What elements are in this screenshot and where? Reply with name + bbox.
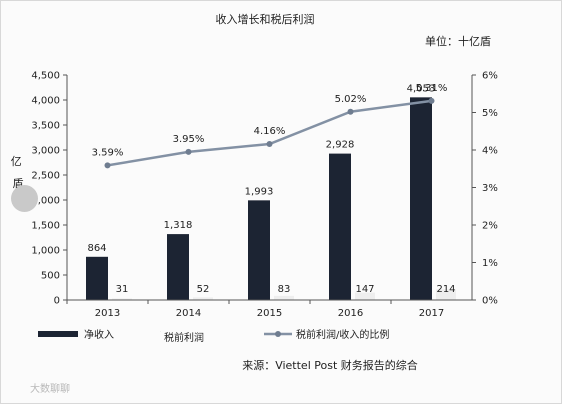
revenue-bar-label: 1,318 (164, 220, 193, 231)
y-tick-label: 0 (54, 296, 60, 307)
y2-tick-label: 3% (482, 183, 498, 194)
source-note: 来源：Viettel Post 财务报告的综合 (242, 358, 418, 372)
y-axis: 0 500 1,000 1,500 2,000 2,500 3,000 3,500 4,000 4… (31, 71, 67, 307)
revenue-bar-label: 2,928 (326, 140, 355, 151)
y-tick-label: 2,000 (31, 196, 60, 207)
ratio-point (347, 108, 354, 115)
legend: 净收入 税前利润 税前利润/收入的比例 (38, 328, 389, 344)
bars: 864 31 1,318 52 1,993 83 2,928 147 4,053 214 (86, 83, 456, 300)
y-tick-label: 3,000 (31, 146, 60, 157)
x-axis: 2013 2014 2015 2016 2017 (66, 300, 444, 319)
x-tick-label: 2017 (419, 308, 444, 319)
ratio-point (266, 141, 273, 147)
revenue-bar (248, 200, 270, 300)
legend-label-profit: 税前利润 (164, 331, 204, 344)
y-tick-label: 1,500 (31, 221, 60, 232)
watermark-text: 大数聊聊 (30, 382, 70, 395)
x-tick-label: 2015 (257, 308, 282, 319)
y-tick-label: 2,500 (31, 171, 60, 182)
ratio-point-label: 5.02% (335, 94, 367, 105)
y2-axis: 0% 1% 2% 3% 4% 5% 6% (472, 71, 498, 307)
legend-label-revenue: 净收入 (84, 328, 114, 341)
profit-bar (112, 298, 132, 300)
x-tick-label: 2013 (95, 308, 120, 319)
ratio-point-label: 4.16% (254, 126, 286, 137)
revenue-bar (86, 256, 108, 300)
ratio-point-label: 3.59% (92, 147, 124, 158)
y-tick-label: 4,500 (31, 71, 60, 82)
x-tick-label: 2016 (338, 308, 363, 319)
profit-bar (355, 292, 375, 300)
legend-label-ratio: 税前利润/收入的比例 (296, 328, 389, 341)
profit-bar-label: 147 (355, 284, 374, 295)
profit-bar (436, 289, 456, 300)
revenue-bar (167, 234, 189, 300)
legend-swatch-profit (160, 331, 161, 332)
legend-swatch-ratio-marker (275, 331, 281, 337)
y-tick-label: 500 (41, 271, 60, 282)
y2-tick-label: 4% (482, 146, 498, 157)
y-axis-label: 亿 盾 (11, 155, 26, 190)
revenue-bar (410, 97, 432, 300)
legend-swatch-revenue (38, 331, 78, 337)
revenue-bar (329, 153, 351, 300)
profit-bar-label: 52 (197, 284, 210, 295)
revenue-bar-label: 4,053 (407, 83, 436, 94)
profit-bar-label: 83 (278, 284, 291, 295)
ratio-line: 3.59% 3.95% 4.16% 5.02% 5.31% (92, 83, 448, 169)
y2-tick-label: 5% (482, 108, 498, 119)
y-tick-label: 4,000 (31, 96, 60, 107)
x-tick-label: 2014 (176, 308, 201, 319)
y-tick-label: 3,500 (31, 121, 60, 132)
ratio-point (428, 97, 435, 104)
revenue-bar-label: 864 (87, 243, 106, 254)
y2-tick-label: 6% (482, 71, 498, 82)
ratio-point (185, 148, 192, 155)
revenue-bar-label: 1,993 (245, 186, 274, 197)
profit-bar (274, 295, 294, 300)
ratio-point (104, 162, 111, 169)
profit-bar-label: 214 (436, 284, 455, 295)
profit-bar (193, 297, 213, 300)
y2-tick-label: 0% (482, 296, 498, 307)
y-tick-label: 1,000 (31, 246, 60, 257)
page-nav-button[interactable] (11, 185, 38, 212)
y2-tick-label: 2% (482, 221, 498, 232)
y2-tick-label: 1% (482, 258, 498, 269)
ratio-point-label: 5.31% (416, 83, 448, 94)
unit-label: 单位：十亿盾 (425, 34, 491, 48)
profit-bar-label: 31 (116, 284, 129, 295)
chart-title: 收入增长和税后利润 (216, 12, 315, 26)
ratio-point-label: 3.95% (173, 134, 205, 145)
